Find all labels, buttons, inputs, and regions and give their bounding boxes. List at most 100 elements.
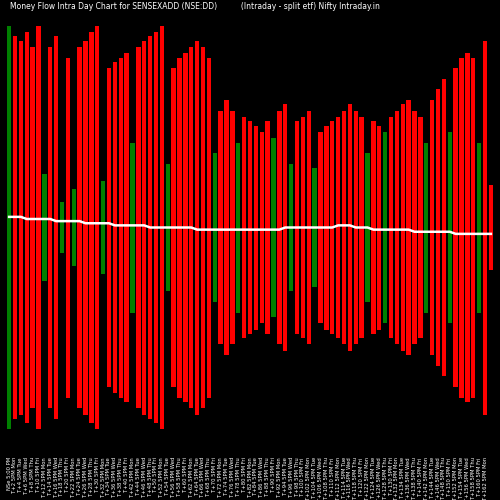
Bar xyxy=(306,110,311,344)
Text: T+158 5PM Thu: T+158 5PM Thu xyxy=(471,457,476,499)
Bar xyxy=(418,117,422,338)
Text: T+140 5PM Fri: T+140 5PM Fri xyxy=(418,457,423,496)
Text: T+18 5PM Thu: T+18 5PM Thu xyxy=(60,457,64,496)
Text: T+160 5PM Fri: T+160 5PM Fri xyxy=(476,457,482,496)
Text: T+30 5PM Fri: T+30 5PM Fri xyxy=(94,457,100,492)
Text: T+154 5PM Tue: T+154 5PM Tue xyxy=(459,457,464,498)
Text: T+10 5PM Fri: T+10 5PM Fri xyxy=(36,457,41,492)
Bar xyxy=(342,110,346,344)
Text: T+134 5PM Tue: T+134 5PM Tue xyxy=(400,457,406,498)
Text: T+56 5PM Wed: T+56 5PM Wed xyxy=(171,457,176,498)
Text: T+118 5PM Thu: T+118 5PM Thu xyxy=(354,457,358,499)
Bar xyxy=(430,100,434,355)
Text: T+28 5PM Thu: T+28 5PM Thu xyxy=(89,457,94,496)
Text: T+26 5PM Wed: T+26 5PM Wed xyxy=(83,457,88,498)
Text: T+40 5PM Fri: T+40 5PM Fri xyxy=(124,457,129,492)
Bar xyxy=(66,58,70,398)
Text: T+76 5PM Wed: T+76 5PM Wed xyxy=(230,457,235,498)
Text: T+78 5PM Thu: T+78 5PM Thu xyxy=(236,457,240,496)
Bar xyxy=(460,58,464,398)
Bar xyxy=(42,174,46,281)
Bar xyxy=(254,126,258,330)
Bar xyxy=(272,138,276,317)
Text: T+146 5PM Wed: T+146 5PM Wed xyxy=(436,457,440,500)
Text: T+72 5PM Mon: T+72 5PM Mon xyxy=(218,457,223,497)
Bar xyxy=(348,104,352,351)
Bar xyxy=(312,168,317,287)
Bar xyxy=(95,26,100,429)
Bar xyxy=(54,36,58,419)
Bar xyxy=(442,78,446,376)
Bar xyxy=(371,121,376,334)
Text: NSe 5:00 PM: NSe 5:00 PM xyxy=(6,457,12,490)
Text: T+112 5PM Mon: T+112 5PM Mon xyxy=(336,457,340,500)
Text: T+8 5PM Thu: T+8 5PM Thu xyxy=(30,457,35,492)
Bar xyxy=(130,142,134,312)
Bar xyxy=(48,47,52,408)
Bar xyxy=(360,117,364,338)
Text: T+110 5PM Fri: T+110 5PM Fri xyxy=(330,457,335,496)
Bar xyxy=(454,68,458,387)
Text: T+80 5PM Fri: T+80 5PM Fri xyxy=(242,457,246,492)
Text: T+12 5PM Mon: T+12 5PM Mon xyxy=(42,457,47,497)
Text: T+102 5PM Mon: T+102 5PM Mon xyxy=(306,457,312,500)
Bar xyxy=(389,117,393,338)
Text: T+66 5PM Wed: T+66 5PM Wed xyxy=(200,457,205,498)
Text: T+14 5PM Tue: T+14 5PM Tue xyxy=(48,457,52,495)
Text: T+32 5PM Mon: T+32 5PM Mon xyxy=(100,457,105,496)
Text: T+144 5PM Tue: T+144 5PM Tue xyxy=(430,457,434,498)
Text: T+16 5PM Wed: T+16 5PM Wed xyxy=(54,457,59,498)
Text: T+48 5PM Thu: T+48 5PM Thu xyxy=(148,457,152,496)
Bar xyxy=(13,36,17,419)
Bar xyxy=(178,58,182,398)
Text: T+162 5PM Mon: T+162 5PM Mon xyxy=(482,457,488,500)
Bar xyxy=(354,110,358,344)
Bar xyxy=(436,90,440,366)
Bar xyxy=(84,40,87,414)
Text: T+130 5PM Fri: T+130 5PM Fri xyxy=(388,457,394,496)
Text: T+4 5PM Tue: T+4 5PM Tue xyxy=(18,457,24,492)
Text: T+6 5PM Wed: T+6 5PM Wed xyxy=(24,457,29,494)
Text: T+96 5PM Wed: T+96 5PM Wed xyxy=(288,457,294,498)
Bar xyxy=(212,153,217,302)
Bar xyxy=(36,26,40,429)
Text: T+44 5PM Tue: T+44 5PM Tue xyxy=(136,457,141,495)
Text: T+94 5PM Tue: T+94 5PM Tue xyxy=(283,457,288,495)
Bar xyxy=(248,121,252,334)
Bar xyxy=(448,132,452,323)
Text: T+92 5PM Mon: T+92 5PM Mon xyxy=(277,457,282,497)
Text: T+86 5PM Wed: T+86 5PM Wed xyxy=(260,457,264,498)
Text: T+34 5PM Tue: T+34 5PM Tue xyxy=(106,457,112,495)
Bar xyxy=(30,47,35,408)
Bar xyxy=(89,32,94,423)
Bar xyxy=(124,53,129,402)
Text: T+58 5PM Thu: T+58 5PM Thu xyxy=(177,457,182,496)
Bar xyxy=(142,40,146,414)
Bar xyxy=(242,117,246,338)
Bar xyxy=(465,53,469,402)
Bar xyxy=(289,164,294,291)
Text: T+42 5PM Mon: T+42 5PM Mon xyxy=(130,457,135,497)
Text: T+90 5PM Fri: T+90 5PM Fri xyxy=(271,457,276,492)
Bar xyxy=(112,62,117,393)
Bar xyxy=(72,189,76,266)
Text: Money Flow Intra Day Chart for SENSEXADD (NSE:DD)          (Intraday - split etf: Money Flow Intra Day Chart for SENSEXADD… xyxy=(10,2,380,11)
Bar xyxy=(283,104,288,351)
Bar xyxy=(172,68,176,387)
Bar xyxy=(318,132,322,323)
Text: T+68 5PM Thu: T+68 5PM Thu xyxy=(206,457,212,496)
Bar xyxy=(206,58,211,398)
Text: T+88 5PM Thu: T+88 5PM Thu xyxy=(265,457,270,496)
Bar xyxy=(471,58,476,398)
Bar xyxy=(300,117,305,338)
Text: T+156 5PM Wed: T+156 5PM Wed xyxy=(465,457,470,500)
Bar xyxy=(336,117,340,338)
Text: T+132 5PM Mon: T+132 5PM Mon xyxy=(394,457,400,500)
Text: T+20 5PM Fri: T+20 5PM Fri xyxy=(66,457,70,492)
Text: T+106 5PM Wed: T+106 5PM Wed xyxy=(318,457,323,500)
Text: T+120 5PM Fri: T+120 5PM Fri xyxy=(359,457,364,496)
Text: T+60 5PM Fri: T+60 5PM Fri xyxy=(183,457,188,492)
Bar xyxy=(107,68,111,387)
Text: T+104 5PM Tue: T+104 5PM Tue xyxy=(312,457,317,498)
Text: T+2 5PM Mon: T+2 5PM Mon xyxy=(12,457,18,494)
